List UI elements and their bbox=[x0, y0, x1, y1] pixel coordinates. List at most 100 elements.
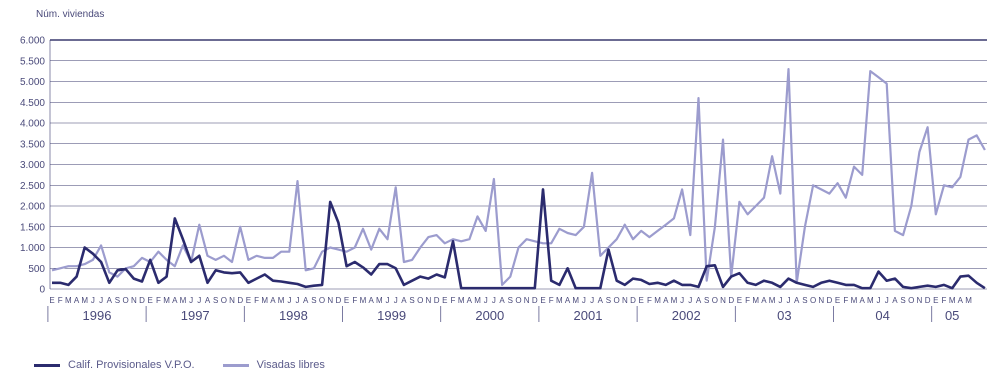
year-label: 1997 bbox=[181, 308, 210, 323]
month-tick-label: D bbox=[139, 296, 145, 305]
legend-label-libres: Visadas libres bbox=[256, 359, 325, 371]
month-tick-label: D bbox=[728, 296, 734, 305]
y-tick-label: 1.000 bbox=[20, 243, 45, 254]
month-tick-label: A bbox=[270, 296, 276, 305]
month-tick-label: M bbox=[81, 296, 88, 305]
legend-swatch-vpo bbox=[34, 363, 60, 367]
month-tick-label: J bbox=[885, 296, 889, 305]
month-tick-label: M bbox=[965, 296, 972, 305]
series-lines bbox=[51, 67, 986, 290]
y-tick-label: 4.500 bbox=[20, 98, 45, 109]
legend-swatch-libres bbox=[222, 363, 249, 367]
month-tick-label: A bbox=[467, 296, 473, 305]
month-tick-label: S bbox=[900, 296, 905, 305]
y-tick-label: 6.000 bbox=[20, 36, 45, 47]
series-line-libres bbox=[51, 67, 986, 286]
month-tick-label: A bbox=[598, 296, 604, 305]
month-tick-label: M bbox=[851, 296, 858, 305]
y-axis-label: Núm. viviendas bbox=[36, 9, 104, 20]
month-tick-label: J bbox=[688, 296, 692, 305]
month-tick-label: J bbox=[877, 296, 881, 305]
y-tick-label: 2.000 bbox=[20, 202, 45, 213]
month-tick-label: E bbox=[246, 296, 251, 305]
month-tick-label: A bbox=[74, 296, 80, 305]
year-label: 2002 bbox=[672, 308, 701, 323]
month-tick-label: F bbox=[352, 296, 357, 305]
y-tick-label: 3.000 bbox=[20, 160, 45, 171]
month-tick-label: J bbox=[189, 296, 193, 305]
month-tick-label: J bbox=[287, 296, 291, 305]
y-tick-label: 1.500 bbox=[20, 222, 45, 233]
month-tick-label: D bbox=[237, 296, 243, 305]
month-tick-label: D bbox=[630, 296, 636, 305]
month-tick-label: A bbox=[368, 296, 374, 305]
month-tick-label: A bbox=[958, 296, 964, 305]
month-tick-label: J bbox=[197, 296, 201, 305]
month-tick-label: J bbox=[582, 296, 586, 305]
month-tick-label: M bbox=[572, 296, 579, 305]
year-label: 1999 bbox=[377, 308, 406, 323]
y-tick-label: 5.000 bbox=[20, 77, 45, 88]
month-tick-label: A bbox=[565, 296, 571, 305]
month-tick-label: M bbox=[671, 296, 678, 305]
month-tick-label: M bbox=[163, 296, 170, 305]
y-tick-label: 0 bbox=[39, 285, 45, 296]
month-tick-label: O bbox=[319, 296, 325, 305]
year-label: 04 bbox=[875, 308, 889, 323]
month-tick-label: J bbox=[590, 296, 594, 305]
month-tick-label: D bbox=[434, 296, 440, 305]
legend: Calif. Provisionales V.P.O. Visadas libr… bbox=[34, 358, 353, 372]
month-tick-label: F bbox=[745, 296, 750, 305]
month-tick-label: E bbox=[344, 296, 349, 305]
month-tick-label: M bbox=[474, 296, 481, 305]
month-tick-label: E bbox=[148, 296, 153, 305]
month-tick-label: A bbox=[172, 296, 178, 305]
month-tick-label: F bbox=[647, 296, 652, 305]
month-tick-label: M bbox=[752, 296, 759, 305]
y-tick-label: 4.000 bbox=[20, 119, 45, 130]
month-tick-label: O bbox=[908, 296, 914, 305]
month-tick-label: E bbox=[442, 296, 447, 305]
year-label: 1998 bbox=[279, 308, 308, 323]
month-tick-label: M bbox=[376, 296, 383, 305]
month-tick-label: F bbox=[451, 296, 456, 305]
y-tick-label: 5.500 bbox=[20, 56, 45, 67]
month-tick-label: M bbox=[949, 296, 956, 305]
month-tick-label: S bbox=[115, 296, 120, 305]
y-tick-labels: 0 500 1.000 1.500 2.000 2.500 3.000 3.500 4.000 4… bbox=[20, 36, 45, 296]
month-tick-label: A bbox=[892, 296, 898, 305]
month-tick-label: S bbox=[802, 296, 807, 305]
month-tick-label: N bbox=[131, 296, 137, 305]
month-tick-label: A bbox=[663, 296, 669, 305]
month-tick-label: J bbox=[787, 296, 791, 305]
month-tick-label: N bbox=[327, 296, 333, 305]
month-tick-label: N bbox=[524, 296, 530, 305]
y-tick-label: 3.500 bbox=[20, 139, 45, 150]
month-tick-label: M bbox=[360, 296, 367, 305]
legend-item-libres: Visadas libres bbox=[222, 359, 325, 371]
month-tick-label: E bbox=[737, 296, 742, 305]
month-tick-label: A bbox=[859, 296, 865, 305]
month-tick-label: J bbox=[99, 296, 103, 305]
month-tick-label: O bbox=[417, 296, 423, 305]
month-tick-label: E bbox=[835, 296, 840, 305]
year-label: 1996 bbox=[83, 308, 112, 323]
month-tick-label: J bbox=[778, 296, 782, 305]
month-tick-label: J bbox=[680, 296, 684, 305]
month-tick-label: J bbox=[394, 296, 398, 305]
grid bbox=[49, 39, 987, 290]
month-tick-label: E bbox=[49, 296, 54, 305]
month-tick-label: F bbox=[254, 296, 259, 305]
month-tick-label: A bbox=[401, 296, 407, 305]
month-tick-label: D bbox=[827, 296, 833, 305]
month-tick-label: F bbox=[942, 296, 947, 305]
month-tick-label: S bbox=[606, 296, 611, 305]
month-tick-label: J bbox=[492, 296, 496, 305]
month-tick-label: E bbox=[540, 296, 545, 305]
month-tick-label: N bbox=[917, 296, 923, 305]
month-tick-label: J bbox=[296, 296, 300, 305]
month-tick-label: O bbox=[221, 296, 227, 305]
month-tick-label: A bbox=[794, 296, 800, 305]
